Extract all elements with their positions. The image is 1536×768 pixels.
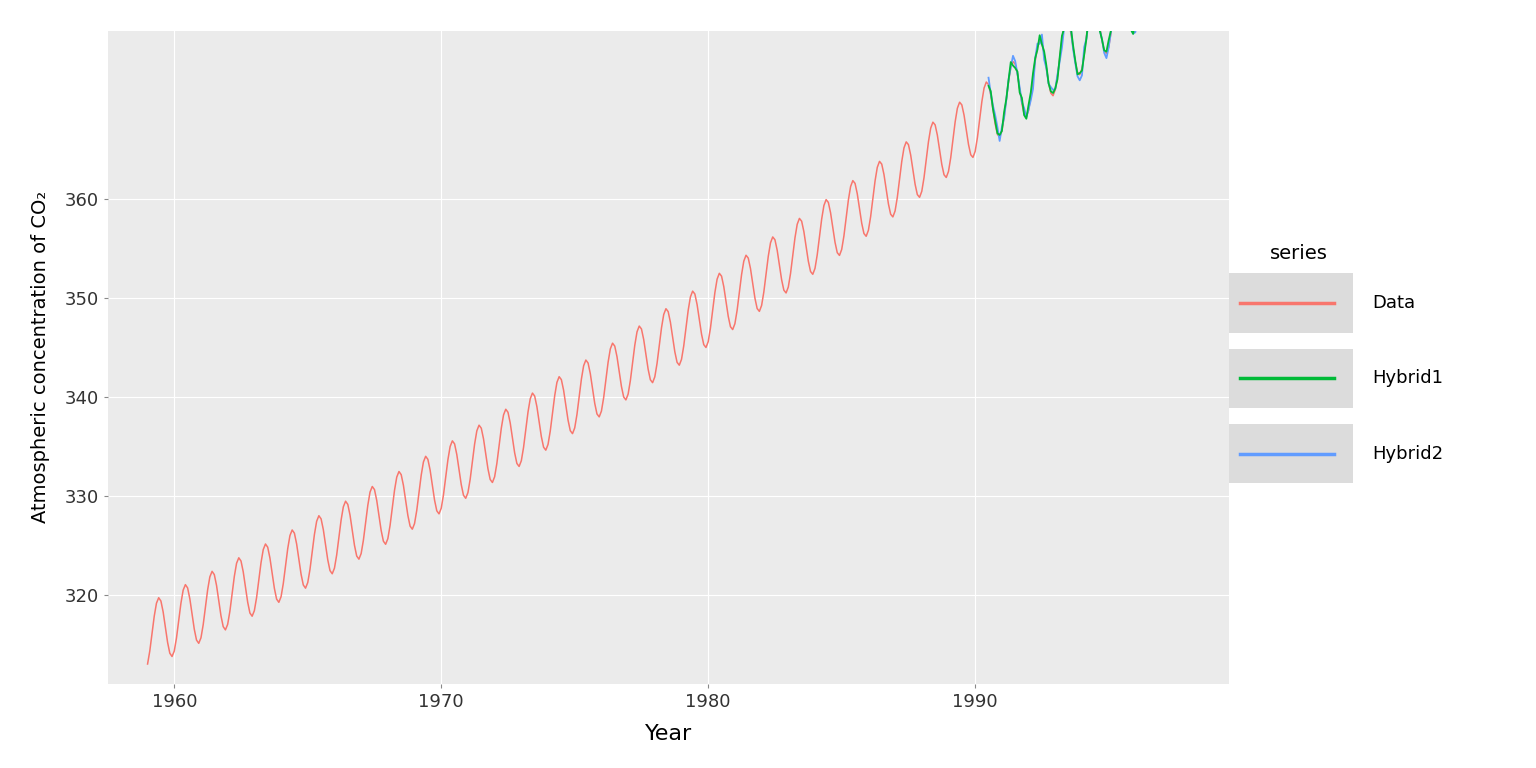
FancyBboxPatch shape bbox=[1229, 424, 1353, 483]
FancyBboxPatch shape bbox=[1229, 273, 1353, 333]
X-axis label: Year: Year bbox=[645, 724, 691, 744]
Text: series: series bbox=[1270, 244, 1329, 263]
FancyBboxPatch shape bbox=[1229, 349, 1353, 408]
Text: Hybrid2: Hybrid2 bbox=[1373, 445, 1444, 462]
Y-axis label: Atmospheric concentration of CO₂: Atmospheric concentration of CO₂ bbox=[31, 191, 51, 523]
Text: Data: Data bbox=[1373, 294, 1416, 312]
Text: Hybrid1: Hybrid1 bbox=[1373, 369, 1444, 387]
